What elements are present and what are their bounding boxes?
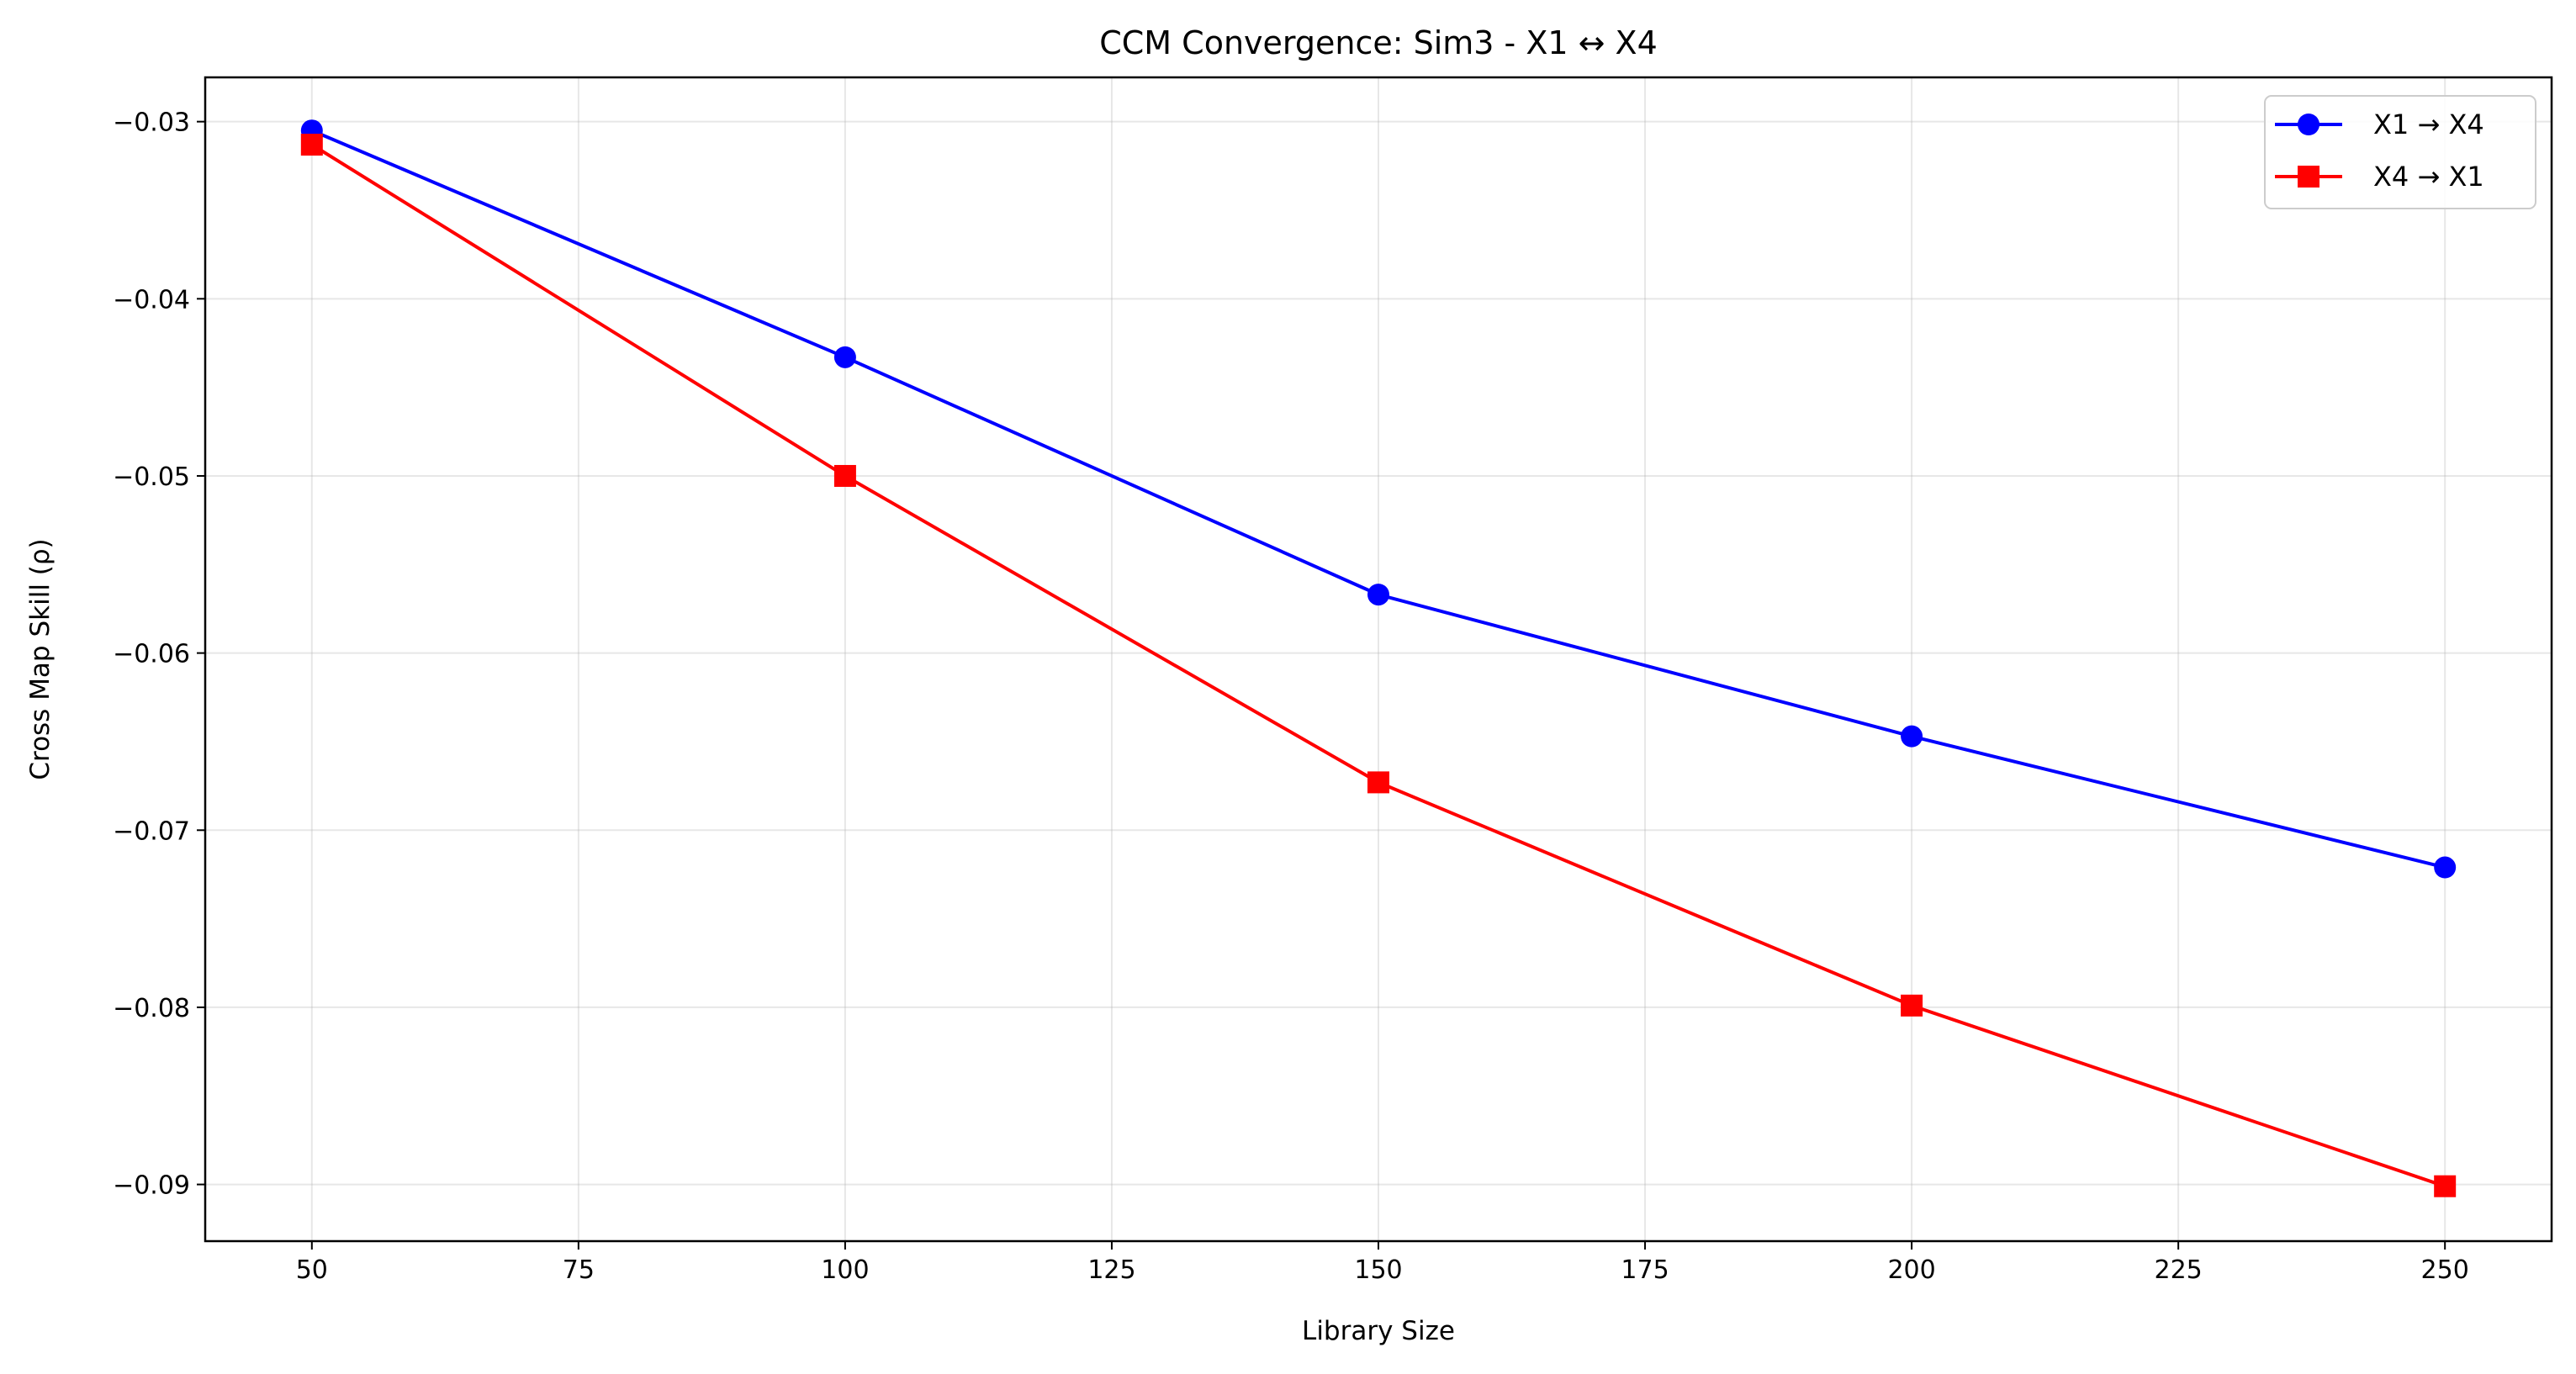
series-1-point — [833, 346, 856, 368]
y-tick-label: −0.05 — [113, 462, 190, 492]
x-tick-label: 225 — [2155, 1255, 2203, 1285]
series-2-point — [1367, 771, 1389, 794]
y-tick-label: −0.06 — [113, 640, 190, 669]
series-layer — [300, 119, 2457, 1197]
y-tick-label: −0.04 — [113, 285, 190, 314]
x-tick-label: 150 — [1354, 1255, 1402, 1285]
x-tick-label: 75 — [563, 1255, 595, 1285]
y-tick-label: −0.08 — [113, 994, 190, 1023]
legend-label-2: X4 → X1 — [2373, 161, 2484, 193]
y-tick-label: −0.03 — [113, 108, 190, 138]
legend-marker-1 — [2298, 114, 2319, 135]
x-tick-label: 100 — [821, 1255, 869, 1285]
x-tick-label: 50 — [296, 1255, 328, 1285]
grid — [205, 77, 2552, 1241]
series-2-point — [300, 134, 323, 156]
y-tick-label: −0.09 — [113, 1171, 190, 1201]
x-tick-label: 175 — [1621, 1255, 1669, 1285]
series-2-point — [1901, 994, 1923, 1017]
series-2-point — [2434, 1175, 2457, 1197]
series-1-point — [1367, 584, 1389, 606]
y-tick-label: −0.07 — [113, 816, 190, 846]
x-axis-label: Library Size — [1302, 1316, 1455, 1346]
series-1-point — [1901, 725, 1923, 748]
x-tick-label: 250 — [2421, 1255, 2469, 1285]
legend: X1 → X4 X4 → X1 — [2264, 95, 2536, 209]
legend-marker-2 — [2298, 166, 2319, 188]
series-2-point — [833, 464, 856, 487]
chart-title: CCM Convergence: Sim3 - X1 ↔ X4 — [1099, 24, 1658, 61]
y-axis-label: Cross Map Skill (ρ) — [25, 538, 56, 779]
x-tick-label: 200 — [1887, 1255, 1935, 1285]
x-tick-label: 125 — [1087, 1255, 1135, 1285]
series-1-point — [2434, 856, 2457, 879]
legend-label-1: X1 → X4 — [2373, 108, 2484, 140]
ticks: 50 75 100 125 150 175 200 225 250 −0.03 −0.04 −0.05… — [113, 108, 2469, 1285]
